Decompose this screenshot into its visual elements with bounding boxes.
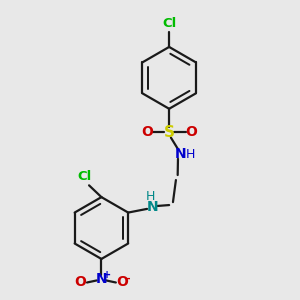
Text: N: N <box>146 200 158 214</box>
Text: H: H <box>146 190 156 203</box>
Text: O: O <box>186 125 197 139</box>
Text: Cl: Cl <box>77 170 92 183</box>
Text: N: N <box>96 272 107 286</box>
Text: +: + <box>103 269 111 280</box>
Text: O: O <box>116 275 128 289</box>
Text: Cl: Cl <box>162 17 176 30</box>
Text: O: O <box>75 275 86 289</box>
Text: S: S <box>164 125 175 140</box>
Text: H: H <box>186 148 195 161</box>
Text: O: O <box>141 125 153 139</box>
Text: N: N <box>175 146 186 161</box>
Text: -: - <box>125 273 130 284</box>
